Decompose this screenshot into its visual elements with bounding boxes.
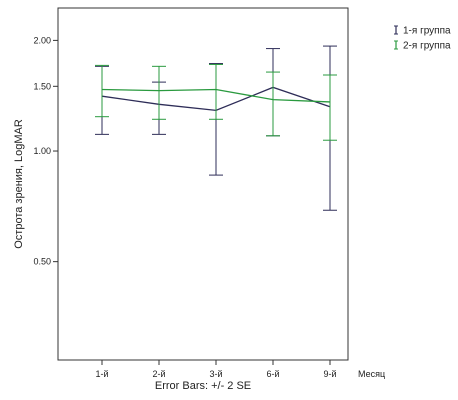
y-tick-label: 1.50 — [33, 81, 51, 91]
x-tick-label: 3-й — [209, 369, 222, 379]
x-tick-label: 6-й — [266, 369, 279, 379]
legend-label: 2-я группа — [403, 41, 451, 52]
legend: 1-я группа 2-я группа — [394, 25, 451, 52]
y-axis-title: Острота зрения, LogMAR — [13, 119, 25, 249]
x-tick-label: 9-й — [323, 369, 336, 379]
y-tick-label: 0.50 — [33, 257, 51, 267]
x-axis-title: Месяц — [358, 369, 385, 379]
error-bars-footnote: Error Bars: +/- 2 SE — [155, 380, 251, 392]
series-2 — [95, 63, 337, 141]
series-layer — [95, 45, 337, 211]
plot-frame — [57, 7, 349, 361]
x-tick-label: 2-й — [152, 369, 165, 379]
y-tick-label: 2.00 — [33, 35, 51, 45]
y-axis: 0.50 1.00 1.50 2.00 — [33, 35, 58, 267]
y-tick-label: 1.00 — [33, 146, 51, 156]
legend-label: 1-я группа — [403, 26, 451, 37]
x-axis: 1-й 2-й 3-й 6-й 9-й — [95, 360, 337, 379]
x-tick-label: 1-й — [95, 369, 108, 379]
